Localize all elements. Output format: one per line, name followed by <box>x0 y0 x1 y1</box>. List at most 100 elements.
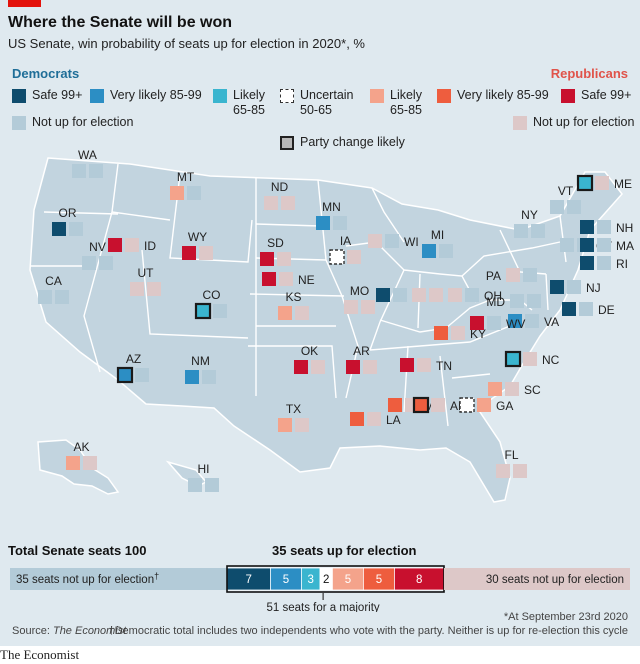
state-label-ak: AK <box>73 440 89 454</box>
seat-marker-or-2 <box>69 222 83 236</box>
state-pa: PA <box>486 268 537 283</box>
seat-marker-nc-2 <box>523 352 537 366</box>
legend-swatch <box>280 89 294 103</box>
seat-marker-ok-1 <box>294 360 308 374</box>
chart-subtitle: US Senate, win probability of seats up f… <box>8 36 365 51</box>
legend-item-rep-likely: Likely 65-85 <box>370 88 422 118</box>
state-nv: NV <box>82 240 113 270</box>
state-ks: KS <box>278 290 309 320</box>
seat-marker-co-1 <box>194 302 212 320</box>
source-footnote: Source: The Economist <box>12 625 126 637</box>
legend-label: Very likely 85-99 <box>110 88 202 102</box>
state-va: VA <box>508 314 559 329</box>
seat-marker-ny-1 <box>514 224 528 238</box>
state-ak: AK <box>66 440 97 470</box>
chart-title: Where the Senate will be won <box>8 14 233 31</box>
state-border <box>369 325 511 351</box>
state-label-ia: IA <box>340 234 351 248</box>
state-co: CO <box>194 288 227 320</box>
seat-marker-il-2 <box>393 288 407 302</box>
state-label-ri: RI <box>616 257 628 271</box>
seat-marker-wa-1 <box>72 164 86 178</box>
seat-marker-pa-1 <box>506 268 520 282</box>
state-label-az: AZ <box>126 352 141 366</box>
legend-item-uncertain: Uncertain 50-65 <box>280 88 354 118</box>
state-nd: ND <box>264 180 295 210</box>
legend-swatch <box>12 89 26 103</box>
seat-marker-az-1 <box>116 366 134 384</box>
state-border <box>255 223 321 227</box>
seat-marker-fl-1 <box>496 464 510 478</box>
state-de: DE <box>562 302 615 317</box>
seat-marker-la-2 <box>367 412 381 426</box>
state-border <box>545 273 549 311</box>
legend-label: Party change likely <box>300 135 405 149</box>
state-fl: FL <box>496 448 527 478</box>
bar-segment-value: 8 <box>416 574 422 586</box>
seat-marker-oh-2 <box>465 288 479 302</box>
state-mn: MN <box>316 200 347 230</box>
state-label-ga: GA <box>496 399 513 413</box>
seat-marker-wy-1 <box>182 246 196 260</box>
seat-marker-tn-1 <box>400 358 414 372</box>
state-ca: CA <box>38 274 69 304</box>
legend-swatch <box>213 89 227 103</box>
seat-marker-al-1 <box>412 396 430 414</box>
legend-label: Safe 99+ <box>32 88 83 102</box>
seat-marker-mt-1 <box>170 186 184 200</box>
state-wa: WA <box>72 150 103 178</box>
state-label-va: VA <box>544 315 559 329</box>
bar-segment-value: 5 <box>345 574 351 586</box>
state-label-id: ID <box>144 239 156 253</box>
legend-item-dem-likely: Likely 65-85 <box>213 88 265 118</box>
seat-marker-mt-2 <box>187 186 201 200</box>
seat-marker-ar-1 <box>346 360 360 374</box>
seat-marker-in-2 <box>429 288 443 302</box>
bar-segment-value: 2 <box>323 574 329 586</box>
seat-marker-me-1 <box>576 174 594 192</box>
state-al: AL <box>412 396 465 414</box>
state-label-oh: OH <box>484 289 502 303</box>
democrats-label: Democrats <box>12 66 80 81</box>
legend-swatch <box>280 136 294 150</box>
map-landmass <box>29 157 623 503</box>
state-md: MD <box>486 294 541 309</box>
seat-marker-tn-2 <box>417 358 431 372</box>
seat-marker-la-1 <box>350 412 364 426</box>
state-label-ky: KY <box>470 327 486 341</box>
dagger-mark: † <box>154 571 159 581</box>
seat-marker-ut-2 <box>147 282 161 296</box>
state-mo: MO <box>344 284 375 314</box>
seat-marker-ok-2 <box>311 360 325 374</box>
state-hi: HI <box>188 462 219 492</box>
seat-marker-nc-1 <box>504 350 522 368</box>
seat-marker-ia-2 <box>347 250 361 264</box>
state-wy: WY <box>182 230 213 260</box>
state-me: ME <box>576 174 632 192</box>
state-label-nc: NC <box>542 353 560 367</box>
state-label-pa: PA <box>486 269 501 283</box>
seat-marker-ak-2 <box>83 456 97 470</box>
state-label-wv: WV <box>506 317 525 331</box>
legend-dem-notup: Not up for election <box>12 115 133 130</box>
seat-marker-oh-1 <box>448 288 462 302</box>
state-label-nj: NJ <box>586 281 601 295</box>
state-mt: MT <box>170 170 201 200</box>
state-label-tn: TN <box>436 359 452 373</box>
state-label-wy: WY <box>188 230 207 244</box>
seat-marker-nj-1 <box>550 280 564 294</box>
legend-swatch <box>561 89 575 103</box>
legend-label: Uncertain 50-65 <box>300 88 354 117</box>
legend-item-dem-very: Very likely 85-99 <box>90 88 202 103</box>
seat-marker-wv-2 <box>487 316 501 330</box>
state-nc: NC <box>504 350 560 368</box>
seat-marker-ma-2 <box>597 238 611 252</box>
state-label-ca: CA <box>45 274 62 288</box>
seat-marker-mo-1 <box>344 300 358 314</box>
seat-marker-fl-2 <box>513 464 527 478</box>
state-label-tx: TX <box>286 402 301 416</box>
seat-marker-mn-2 <box>333 216 347 230</box>
date-footnote: *At September 23rd 2020 <box>503 611 628 623</box>
legend-swatch <box>513 116 527 130</box>
state-la: LA <box>350 412 401 427</box>
